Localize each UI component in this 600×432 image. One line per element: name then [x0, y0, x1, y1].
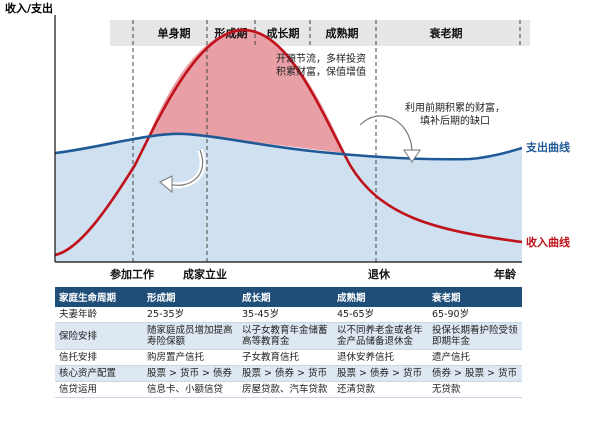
table-header-row: 家庭生命周期 形成期 成长期 成熟期 衰老期 — [55, 287, 522, 307]
x-label-age: 年龄 — [494, 267, 517, 281]
x-label-start-work: 参加工作 — [110, 267, 154, 281]
table-cell: 夫妻年龄 — [55, 307, 143, 323]
phase-label-maturity: 成熟期 — [326, 26, 359, 40]
phase-bar — [110, 20, 530, 46]
table-cell: 子女教育信托 — [238, 349, 333, 366]
table-header-cell: 成长期 — [238, 287, 333, 307]
table-cell: 投保长期看护险受领即期年金 — [428, 322, 522, 350]
life-cycle-diagram: 单身期 形成期 成长期 成熟期 衰老期 收入/支出 开源节流，多样投资 积累财富… — [5, 1, 570, 281]
annotation-top-line2: 积累财富，保值增值 — [276, 65, 366, 78]
expense-curve-label: 支出曲线 — [525, 140, 570, 154]
table-cell: 股票 > 货币 > 债券 — [143, 365, 238, 382]
table-cell: 信息卡、小额信贷 — [143, 381, 238, 398]
expense-area — [55, 133, 522, 262]
table-cell: 随家庭成员增加提高寿险保额 — [143, 322, 238, 350]
table-header-cell: 形成期 — [143, 287, 238, 307]
x-label-family: 成家立业 — [183, 267, 227, 281]
table-header-cell: 成熟期 — [333, 287, 428, 307]
table-cell: 股票 > 债券 > 货币 — [238, 365, 333, 382]
curved-arrow-left-icon — [159, 148, 206, 194]
table-cell: 以子女教育年金储蓄高等教育金 — [238, 322, 333, 350]
table-cell: 信贷运用 — [55, 381, 143, 398]
table-row: 保险安排 随家庭成员增加提高寿险保额 以子女教育年金储蓄高等教育金 以不同养老金… — [55, 322, 522, 350]
table-cell: 65-90岁 — [428, 307, 522, 323]
table-cell: 还清贷款 — [333, 381, 428, 398]
table-cell: 无贷款 — [428, 381, 522, 398]
table-header-cell: 家庭生命周期 — [55, 287, 143, 307]
annotation-right-line1: 利用前期积累的财富， — [405, 101, 505, 114]
table-cell: 股票 > 债券 > 货币 — [333, 365, 428, 382]
table-cell: 信托安排 — [55, 349, 143, 366]
annotation-right-line2: 填补后期的缺口 — [420, 114, 490, 127]
phase-label-single: 单身期 — [158, 26, 191, 40]
table-row: 核心资产配置 股票 > 货币 > 债券 股票 > 债券 > 货币 股票 > 债券… — [55, 365, 522, 382]
table-header-cell: 衰老期 — [428, 287, 522, 307]
table-cell: 债券 > 股票 > 货币 — [428, 365, 522, 382]
phase-dividers — [132, 20, 521, 262]
table-cell: 以不同养老金或者年金产品储备退休金 — [333, 322, 428, 350]
life-cycle-table: 家庭生命周期 形成期 成长期 成熟期 衰老期 夫妻年龄 25-35岁 35-45… — [55, 287, 522, 398]
table-cell: 遗产信托 — [428, 349, 522, 366]
table-row: 信托安排 购房置产信托 子女教育信托 退休安养信托 遗产信托 — [55, 349, 522, 366]
table-cell: 45-65岁 — [333, 307, 428, 323]
annotation-top-line1: 开源节流，多样投资 — [276, 52, 366, 65]
table-cell: 购房置产信托 — [143, 349, 238, 366]
table-cell: 核心资产配置 — [55, 365, 143, 382]
table-cell: 35-45岁 — [238, 307, 333, 323]
table-cell: 保险安排 — [55, 322, 143, 350]
table-row: 信贷运用 信息卡、小额信贷 房屋贷款、汽车贷款 还清贷款 无贷款 — [55, 381, 522, 398]
income-curve-label: 收入曲线 — [526, 235, 570, 249]
phase-label-growth: 成长期 — [267, 26, 300, 40]
y-axis-label: 收入/支出 — [5, 1, 53, 15]
income-curve — [54, 28, 523, 257]
table-cell: 退休安养信托 — [333, 349, 428, 366]
table-cell: 房屋贷款、汽车贷款 — [238, 381, 333, 398]
phase-label-elderly: 衰老期 — [429, 26, 463, 40]
expense-curve — [54, 132, 523, 161]
income-surplus-area — [148, 29, 345, 153]
table-row: 夫妻年龄 25-35岁 35-45岁 45-65岁 65-90岁 — [55, 307, 522, 323]
curved-arrow-right-icon — [357, 112, 421, 163]
x-label-retire: 退休 — [368, 267, 391, 281]
table-cell: 25-35岁 — [143, 307, 238, 323]
